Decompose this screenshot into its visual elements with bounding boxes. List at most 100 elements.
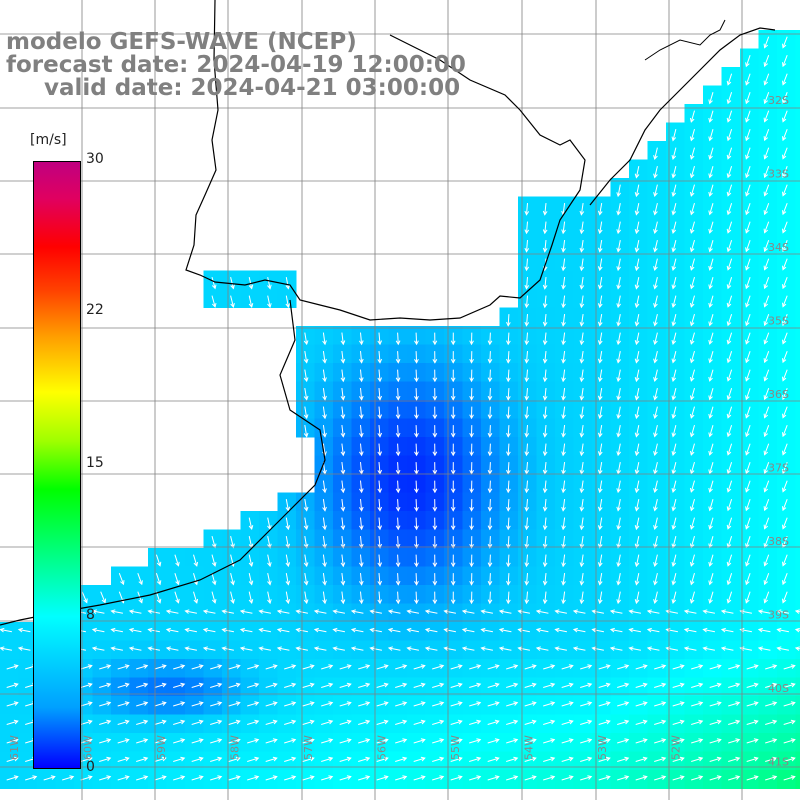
wind-arrow	[728, 776, 740, 781]
wind-arrow-head	[13, 738, 19, 743]
wind-arrow-head	[524, 525, 530, 531]
wind-arrow	[690, 498, 695, 511]
wind-arrow-head	[272, 701, 278, 706]
wind-arrow	[782, 499, 788, 511]
wind-arrow-head	[561, 543, 566, 549]
wind-arrow-head	[198, 664, 204, 669]
wind-arrow-head	[671, 524, 677, 531]
wind-arrow	[339, 739, 351, 744]
wind-cell	[795, 67, 800, 86]
wind-arrow-head	[745, 598, 750, 604]
wind-arrow	[524, 683, 536, 688]
wind-arrow	[599, 221, 603, 234]
wind-arrow	[284, 757, 296, 762]
wind-arrow	[228, 776, 240, 781]
wind-arrow	[543, 739, 555, 744]
wind-arrow	[764, 36, 770, 48]
wind-arrow	[709, 425, 714, 437]
wind-arrow	[341, 425, 344, 437]
wind-arrow	[672, 147, 677, 160]
wind-arrow	[635, 350, 640, 363]
wind-arrow-head	[634, 506, 640, 512]
wind-arrow-head	[790, 682, 796, 688]
wind-arrow	[265, 702, 277, 707]
wind-arrow-head	[616, 414, 621, 420]
wind-arrow	[709, 277, 714, 289]
wind-arrow-head	[217, 756, 223, 762]
wind-arrow	[407, 629, 419, 633]
wind-arrow	[25, 776, 37, 781]
wind-arrow-head	[763, 247, 769, 253]
wind-arrow-head	[653, 562, 658, 568]
wind-arrow	[745, 499, 751, 511]
wind-arrow	[415, 369, 418, 382]
wind-arrow-head	[653, 358, 658, 364]
wind-arrow-head	[184, 646, 190, 651]
wind-arrow-head	[572, 627, 578, 633]
wind-arrow	[248, 572, 253, 585]
wind-arrow-head	[211, 284, 217, 290]
wind-cell	[795, 48, 800, 68]
wind-arrow-head	[679, 775, 685, 780]
wind-arrow-head	[561, 414, 566, 420]
wind-arrow-head	[616, 432, 621, 438]
wind-arrow-head	[708, 210, 713, 216]
wind-arrow-head	[309, 738, 315, 743]
wind-arrow-head	[469, 562, 474, 568]
wind-arrow-head	[661, 719, 667, 725]
wind-arrow	[322, 369, 326, 382]
wind-arrow-head	[634, 562, 640, 568]
wind-arrow-head	[184, 627, 190, 633]
wind-arrow-head	[634, 432, 640, 438]
wind-arrow	[360, 351, 363, 363]
wind-arrow	[240, 610, 253, 614]
wind-arrow-head	[313, 646, 319, 651]
wind-arrow-head	[720, 627, 726, 633]
wind-arrow	[782, 591, 788, 603]
wind-arrow	[782, 480, 788, 492]
wind-arrow	[617, 277, 621, 289]
wind-arrow-head	[790, 664, 796, 669]
wind-arrow	[690, 110, 695, 123]
wind-arrow	[302, 757, 314, 762]
wind-arrow-head	[303, 395, 309, 401]
wind-arrow-head	[443, 646, 449, 651]
wind-arrow	[526, 425, 528, 437]
wind-arrow	[376, 683, 388, 688]
wind-arrow-head	[616, 303, 621, 309]
wind-cell	[795, 696, 800, 715]
wind-arrow	[136, 739, 148, 744]
wind-arrow-head	[726, 561, 732, 567]
wind-arrow-head	[794, 646, 800, 651]
wind-arrow-head	[32, 775, 38, 780]
wind-arrow	[562, 332, 566, 345]
wind-arrow-head	[616, 377, 621, 383]
wind-arrow	[321, 776, 333, 781]
wind-arrow-head	[561, 525, 566, 531]
wind-arrow-head	[772, 719, 778, 725]
wind-arrow-head	[689, 524, 695, 530]
wind-arrow	[117, 683, 129, 688]
wind-arrow	[304, 517, 308, 530]
wind-arrow-head	[254, 682, 260, 688]
wind-arrow	[672, 184, 677, 197]
wind-arrow	[782, 295, 788, 307]
wind-arrow	[745, 147, 751, 159]
wind-arrow-head	[267, 599, 272, 605]
wind-arrow	[341, 480, 344, 493]
wind-arrow-head	[517, 627, 523, 633]
wind-cell	[795, 270, 800, 290]
wind-arrow	[360, 480, 363, 493]
wind-arrow	[745, 129, 751, 141]
wind-arrow	[562, 443, 566, 456]
wind-arrow-head	[579, 340, 585, 346]
wind-arrow	[592, 647, 604, 651]
wind-arrow-head	[591, 609, 597, 614]
wind-arrow	[203, 647, 216, 651]
wind-arrow	[783, 665, 795, 670]
wind-arrow	[397, 443, 399, 456]
wind-arrow	[322, 573, 326, 585]
wind-arrow-head	[524, 562, 530, 568]
wind-arrow-head	[653, 155, 658, 161]
wind-arrow	[341, 517, 344, 530]
